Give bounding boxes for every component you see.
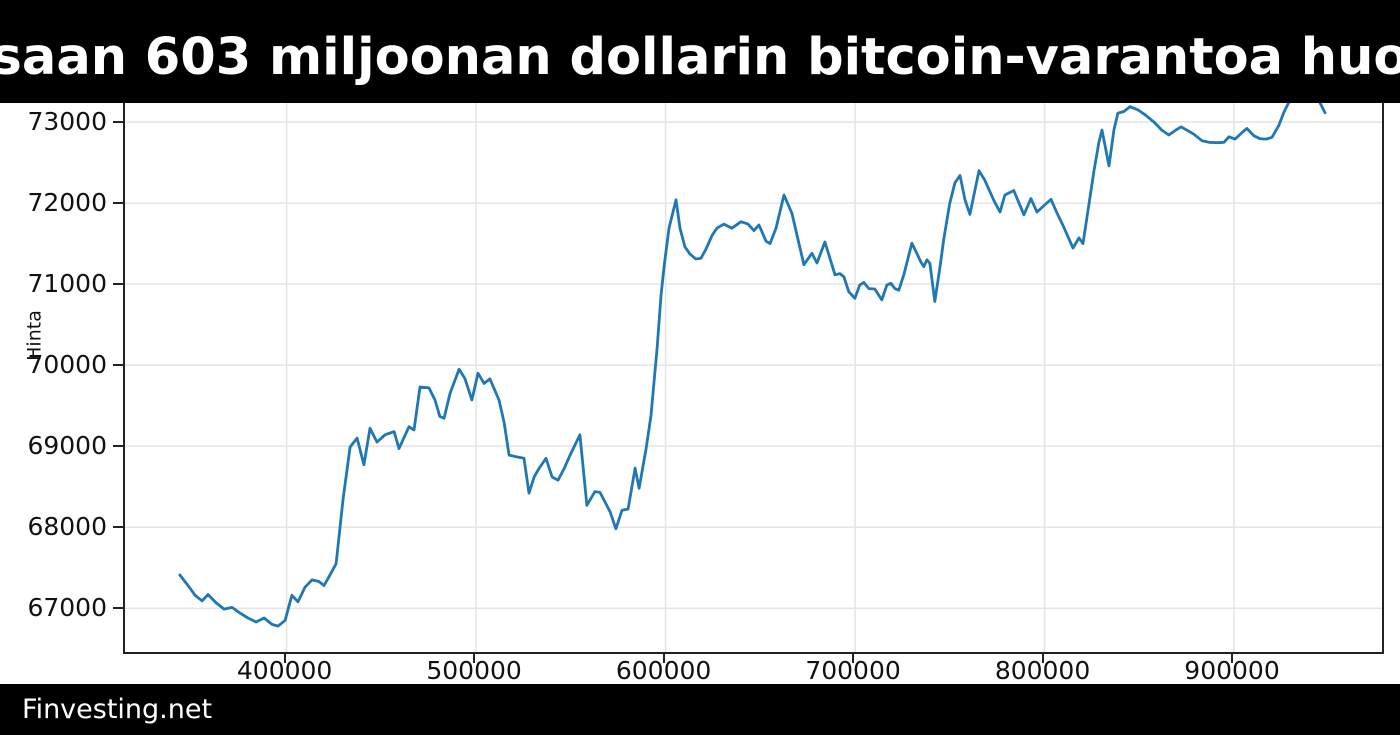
y-tick-mark — [113, 283, 123, 286]
y-axis-title: Hinta — [23, 310, 46, 361]
x-tick-mark — [852, 654, 855, 663]
x-tick-label: 700000 — [805, 656, 901, 685]
y-tick-mark — [113, 607, 123, 610]
x-tick-mark — [1231, 654, 1234, 663]
plot-area — [123, 103, 1384, 654]
footer-brand: Finvesting.net — [22, 694, 213, 725]
title-bar: saan 603 miljoonan dollarin bitcoin-vara… — [0, 0, 1400, 103]
x-tick-mark — [283, 654, 286, 663]
x-tick-label: 500000 — [426, 656, 522, 685]
y-tick-label: 73000 — [27, 107, 107, 137]
y-tick-label: 67000 — [27, 593, 107, 623]
y-tick-mark — [113, 364, 123, 367]
y-tick-label: 70000 — [27, 350, 107, 380]
y-tick-label: 72000 — [27, 188, 107, 218]
page-title: saan 603 miljoonan dollarin bitcoin-vara… — [0, 28, 1400, 87]
footer-bar: Finvesting.net — [0, 684, 1400, 735]
x-tick-mark — [473, 654, 476, 663]
price-line — [178, 103, 1327, 628]
y-tick-label: 68000 — [27, 512, 107, 542]
y-tick-mark — [113, 202, 123, 205]
x-tick-mark — [1041, 654, 1044, 663]
y-tick-mark — [113, 445, 123, 448]
x-tick-label: 600000 — [615, 656, 712, 685]
x-tick-label: 800000 — [994, 656, 1091, 685]
x-tick-label: 900000 — [1184, 656, 1280, 685]
y-tick-mark — [113, 121, 123, 124]
y-tick-label: 69000 — [27, 431, 107, 461]
y-tick-mark — [113, 526, 123, 529]
price-line-chart — [125, 103, 1382, 652]
y-tick-label: 71000 — [27, 269, 107, 299]
x-tick-mark — [662, 654, 665, 663]
x-tick-label: 400000 — [236, 656, 333, 685]
